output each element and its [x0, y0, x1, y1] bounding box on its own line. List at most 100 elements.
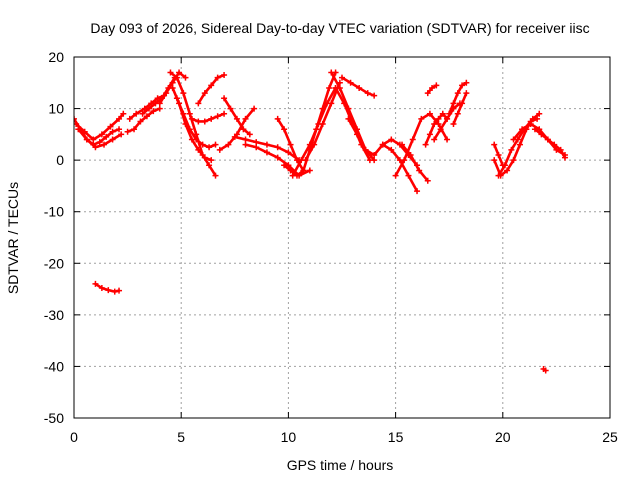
data-point	[101, 141, 108, 148]
data-point	[180, 90, 187, 97]
data-point	[561, 154, 568, 161]
data-point	[433, 82, 440, 89]
series-track-27	[392, 110, 451, 179]
y-axis: 20 10 0 -10 -20 -30 -40 -50	[44, 49, 610, 426]
data-point	[347, 79, 354, 86]
series-track-36	[491, 141, 506, 169]
data-point	[444, 115, 451, 122]
data-point	[450, 100, 457, 107]
data-point	[199, 141, 206, 148]
data-point	[182, 74, 189, 81]
data-point	[339, 74, 345, 81]
data-point	[186, 126, 193, 133]
data-point	[454, 110, 461, 117]
data-point	[246, 131, 253, 138]
series-track-13	[195, 72, 228, 107]
data-point	[424, 90, 431, 97]
data-point	[306, 167, 313, 174]
data-point	[92, 280, 99, 287]
data-point	[435, 115, 442, 122]
data-point	[437, 126, 444, 133]
data-point	[499, 162, 506, 169]
data-point	[146, 105, 153, 112]
series-track-15	[221, 95, 253, 138]
data-point	[156, 105, 163, 112]
data-point	[201, 154, 208, 161]
series-track-8	[156, 69, 189, 107]
y-tick-label: -10	[44, 204, 64, 220]
data-point	[454, 90, 461, 97]
data-point	[407, 151, 414, 158]
data-point	[388, 146, 395, 153]
data-point	[74, 115, 77, 122]
series-track-28	[399, 141, 431, 184]
data-point	[173, 74, 180, 81]
y-axis-label: SDTVAR / TECUs	[5, 182, 21, 294]
data-point	[103, 133, 110, 140]
series-track-26	[379, 141, 421, 195]
data-point	[253, 139, 260, 146]
data-point	[354, 131, 361, 138]
data-point	[328, 69, 335, 76]
data-point	[75, 126, 82, 133]
data-point	[281, 162, 288, 169]
data-point	[143, 113, 150, 120]
data-point	[188, 115, 195, 122]
y-tick-label: -40	[44, 358, 64, 374]
x-tick-label: 25	[602, 429, 618, 445]
data-point	[214, 74, 221, 81]
data-point	[208, 115, 215, 122]
data-point	[214, 113, 221, 120]
data-point	[542, 367, 549, 374]
data-point	[416, 167, 423, 174]
series-track-12	[188, 110, 228, 125]
data-track-line	[197, 73, 226, 105]
data-point	[491, 141, 498, 148]
data-point	[328, 100, 335, 107]
data-point	[111, 288, 118, 295]
data-point	[418, 115, 425, 122]
data-point	[401, 157, 408, 164]
data-point	[371, 151, 378, 158]
data-point	[536, 110, 543, 117]
data-point	[424, 177, 431, 184]
data-point	[137, 118, 144, 125]
data-point	[139, 110, 146, 117]
x-tick-label: 5	[177, 429, 185, 445]
data-point	[242, 136, 249, 143]
series-track-20	[289, 84, 339, 179]
data-point	[281, 126, 288, 133]
data-point	[156, 100, 163, 107]
data-track-line	[190, 112, 226, 123]
series-track-5	[124, 105, 163, 135]
data-track-line	[169, 71, 217, 177]
data-point	[302, 157, 309, 164]
y-tick-label: 0	[56, 152, 64, 168]
series-track-16	[231, 133, 303, 164]
data-point	[409, 136, 416, 143]
data-point	[116, 115, 123, 122]
data-point	[83, 136, 90, 143]
data-point	[311, 141, 318, 148]
data-point	[240, 126, 247, 133]
data-point	[109, 136, 116, 143]
data-point	[439, 110, 446, 117]
data-point	[98, 285, 105, 292]
data-point	[388, 136, 395, 143]
data-point	[116, 126, 123, 133]
data-point	[92, 144, 99, 151]
data-point	[287, 167, 294, 174]
data-point	[98, 131, 105, 138]
data-point	[405, 172, 412, 179]
data-point	[319, 121, 326, 128]
data-point	[212, 172, 219, 179]
data-point	[534, 115, 541, 122]
data-point	[221, 72, 228, 79]
data-point	[544, 136, 551, 143]
data-point	[527, 121, 534, 128]
data-point	[150, 108, 157, 115]
data-point	[366, 157, 373, 164]
data-point	[510, 136, 517, 143]
y-tick-label: 20	[48, 49, 64, 65]
data-point	[341, 100, 348, 107]
